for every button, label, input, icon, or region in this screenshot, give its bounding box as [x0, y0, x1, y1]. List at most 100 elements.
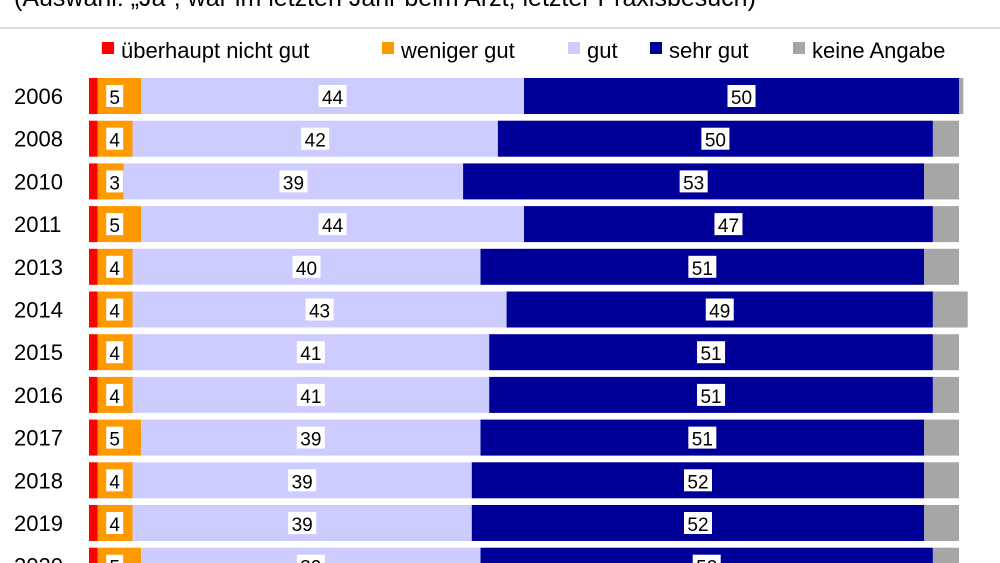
- value-label-bg-gut-2019: [288, 512, 317, 534]
- value-label-weniger-gut-2018: 4: [109, 472, 120, 493]
- bar-segment-ueberhaupt-nicht-gut-2020: [89, 547, 98, 563]
- value-label-weniger-gut-2014: 4: [109, 302, 120, 323]
- legend-swatch-sehr-gut: [650, 42, 662, 54]
- value-label-gut-2015: 41: [300, 344, 321, 365]
- bar-segment-keine-angabe-2018: [924, 462, 959, 499]
- year-label-2010: 2010: [14, 169, 63, 194]
- value-label-bg-weniger-gut-2019: [106, 512, 124, 534]
- value-label-bg-gut-2020: [296, 554, 325, 563]
- value-label-bg-sehr-gut-2016: [697, 383, 726, 406]
- bar-segment-keine-angabe-2011: [932, 206, 959, 243]
- value-label-bg-weniger-gut-2011: [106, 213, 124, 236]
- value-label-gut-2008: 42: [305, 131, 326, 152]
- value-label-sehr-gut-2011: 47: [718, 216, 739, 237]
- value-label-gut-2014: 43: [309, 302, 330, 323]
- value-label-weniger-gut-2011: 5: [109, 216, 120, 237]
- year-label-2008: 2008: [14, 127, 63, 152]
- legend-swatch-gut: [568, 42, 580, 54]
- value-label-bg-sehr-gut-2010: [679, 170, 708, 193]
- bar-segment-ueberhaupt-nicht-gut-2016: [89, 376, 98, 413]
- legend: überhaupt nicht gut weniger gut gut sehr gu…: [102, 38, 945, 63]
- legend-swatch-ueberhaupt-nicht-gut: [102, 42, 114, 54]
- year-label-2019: 2019: [14, 511, 63, 536]
- legend-swatch-keine-angabe: [793, 42, 805, 54]
- value-label-sehr-gut-2006: 50: [731, 88, 752, 109]
- bar-segment-ueberhaupt-nicht-gut-2008: [89, 120, 98, 157]
- value-label-gut-2018: 39: [292, 472, 313, 493]
- value-label-weniger-gut-2006: 5: [109, 88, 120, 109]
- value-label-sehr-gut-2013: 51: [692, 259, 713, 280]
- value-label-bg-sehr-gut-2020: [692, 554, 721, 563]
- legend-swatch-weniger-gut: [382, 42, 394, 54]
- bar-segment-ueberhaupt-nicht-gut-2013: [89, 248, 98, 285]
- value-label-sehr-gut-2014: 49: [709, 302, 730, 323]
- value-label-bg-weniger-gut-2015: [106, 341, 124, 364]
- bar-segment-keine-angabe-2013: [924, 248, 959, 285]
- value-label-bg-weniger-gut-2010: [106, 170, 124, 193]
- value-label-weniger-gut-2019: 4: [109, 515, 120, 536]
- bar-segment-ueberhaupt-nicht-gut-2011: [89, 206, 98, 243]
- value-label-sehr-gut-2016: 51: [700, 387, 721, 408]
- year-label-2016: 2016: [14, 383, 63, 408]
- value-label-weniger-gut-2008: 4: [109, 131, 120, 152]
- bar-segment-keine-angabe-2019: [924, 505, 959, 541]
- value-label-bg-gut-2017: [296, 426, 325, 449]
- legend-label-gut: gut: [587, 38, 618, 63]
- value-label-sehr-gut-2020: 52: [696, 558, 717, 563]
- value-label-bg-sehr-gut-2015: [697, 341, 726, 364]
- value-label-sehr-gut-2010: 53: [683, 173, 704, 194]
- bar-segment-keine-angabe-2008: [932, 120, 959, 157]
- value-label-sehr-gut-2018: 52: [687, 472, 708, 493]
- chart-subtitle: (Auswahl: „Ja“, war im letzten Jahr beim…: [14, 0, 756, 12]
- bar-segment-ueberhaupt-nicht-gut-2018: [89, 462, 98, 499]
- legend-label-weniger-gut: weniger gut: [400, 38, 515, 63]
- bar-segment-keine-angabe-2014: [932, 291, 968, 328]
- value-label-bg-weniger-gut-2016: [106, 383, 124, 406]
- value-label-bg-gut-2015: [296, 341, 325, 364]
- value-label-bg-sehr-gut-2006: [727, 85, 756, 107]
- value-label-bg-weniger-gut-2014: [106, 298, 124, 321]
- bar-segment-ueberhaupt-nicht-gut-2019: [89, 505, 98, 541]
- bar-segment-ueberhaupt-nicht-gut-2015: [89, 334, 98, 371]
- value-label-bg-weniger-gut-2008: [106, 127, 124, 150]
- legend-label-ueberhaupt-nicht-gut: überhaupt nicht gut: [121, 38, 309, 63]
- value-label-gut-2016: 41: [300, 387, 321, 408]
- value-label-bg-sehr-gut-2013: [688, 255, 717, 278]
- value-label-bg-gut-2013: [292, 255, 321, 278]
- value-label-sehr-gut-2017: 51: [692, 430, 713, 451]
- value-label-bg-gut-2014: [305, 298, 334, 321]
- value-label-sehr-gut-2008: 50: [705, 131, 726, 152]
- value-label-bg-weniger-gut-2017: [106, 426, 124, 449]
- bar-segment-ueberhaupt-nicht-gut-2010: [89, 163, 98, 200]
- legend-label-keine-angabe: keine Angabe: [812, 38, 945, 63]
- value-label-bg-gut-2011: [318, 213, 347, 236]
- value-label-gut-2006: 44: [322, 88, 344, 109]
- value-label-sehr-gut-2019: 52: [687, 515, 708, 536]
- bar-segment-ueberhaupt-nicht-gut-2017: [89, 419, 98, 456]
- value-label-bg-sehr-gut-2014: [705, 298, 734, 321]
- value-label-bg-sehr-gut-2018: [684, 469, 712, 492]
- value-label-bg-sehr-gut-2011: [714, 213, 743, 236]
- bar-segment-keine-angabe-2020: [932, 547, 959, 563]
- value-label-bg-sehr-gut-2019: [684, 512, 712, 534]
- year-label-2014: 2014: [14, 298, 63, 323]
- value-label-weniger-gut-2017: 5: [109, 430, 120, 451]
- value-label-weniger-gut-2020: 5: [109, 558, 120, 563]
- bar-segment-keine-angabe-2017: [924, 419, 959, 456]
- bar-segment-ueberhaupt-nicht-gut-2014: [89, 291, 98, 328]
- year-label-2011: 2011: [14, 212, 61, 237]
- value-label-gut-2011: 44: [322, 216, 344, 237]
- bar-segment-keine-angabe-2006: [959, 78, 964, 114]
- value-label-sehr-gut-2015: 51: [700, 344, 721, 365]
- value-label-gut-2020: 39: [300, 558, 321, 563]
- year-label-2020: 2020: [14, 554, 63, 563]
- year-label-2015: 2015: [14, 340, 63, 365]
- bar-segment-keine-angabe-2010: [924, 163, 959, 200]
- year-label-2018: 2018: [14, 468, 63, 493]
- value-label-bg-weniger-gut-2020: [106, 554, 124, 563]
- value-label-gut-2013: 40: [296, 259, 317, 280]
- bar-segment-ueberhaupt-nicht-gut-2006: [89, 78, 98, 114]
- value-label-bg-gut-2006: [318, 85, 347, 107]
